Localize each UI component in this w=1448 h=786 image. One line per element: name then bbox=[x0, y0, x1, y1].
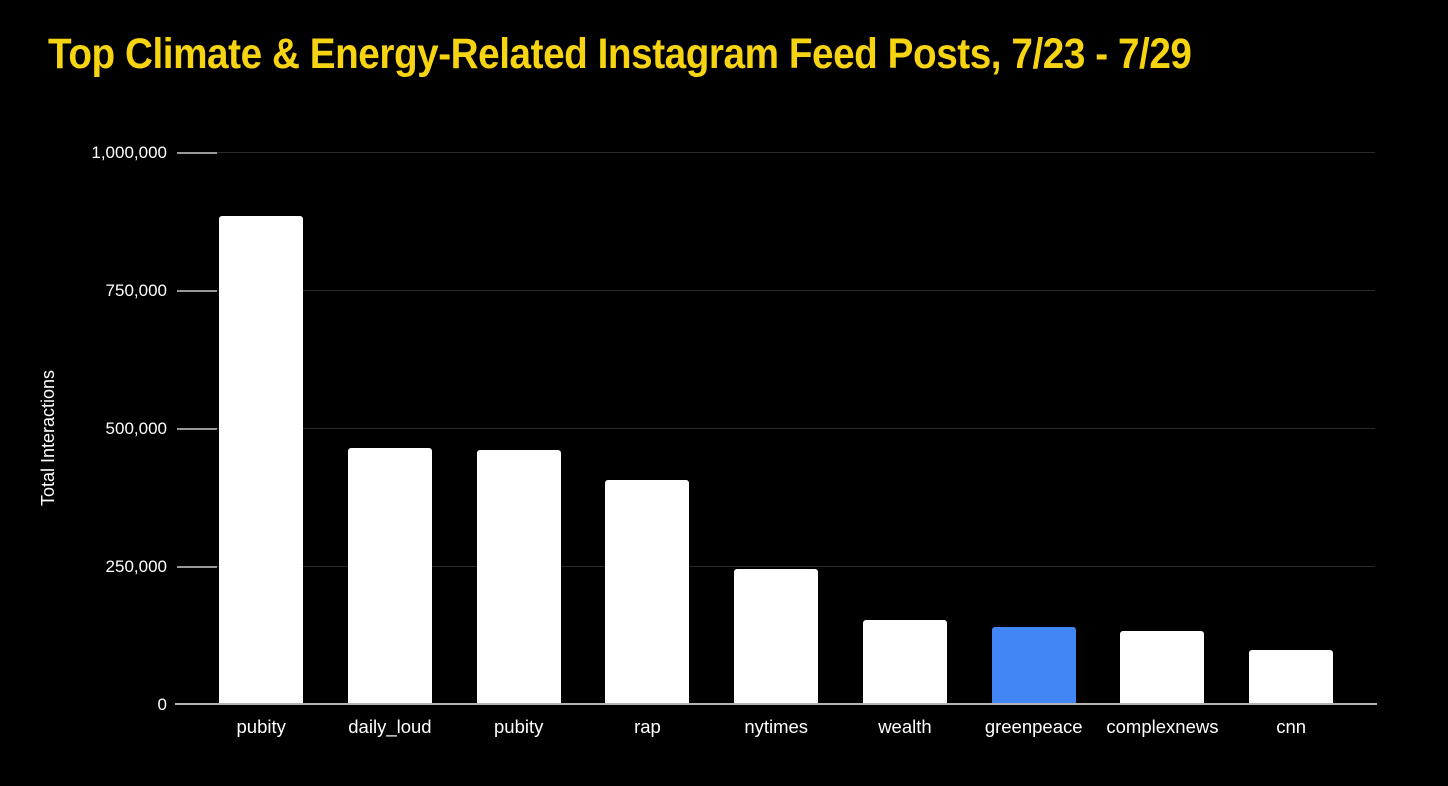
bar-pubity bbox=[476, 449, 561, 704]
gridline bbox=[177, 428, 1375, 429]
gridline bbox=[177, 152, 1375, 153]
x-tick-label: nytimes bbox=[744, 716, 809, 737]
x-tick-label: complexnews bbox=[1106, 716, 1219, 737]
x-tick-label: daily_loud bbox=[348, 716, 432, 737]
x-tick-label: wealth bbox=[878, 716, 932, 737]
y-tick-mark bbox=[177, 427, 217, 430]
x-tick-label: cnn bbox=[1276, 716, 1307, 737]
y-tick-label: 1,000,000 bbox=[91, 142, 167, 162]
bar-nytimes bbox=[734, 569, 819, 704]
plot-area: 0 250,000 500,000 750,000 1,000,000 pubity dai… bbox=[91, 143, 1377, 737]
y-tick-mark bbox=[177, 565, 217, 568]
bar-daily_loud bbox=[347, 448, 432, 704]
y-tick-label: 500,000 bbox=[105, 418, 167, 438]
y-tick-label: 0 bbox=[157, 694, 167, 714]
bar-cnn bbox=[1249, 649, 1334, 704]
bar-complexnews bbox=[1120, 630, 1205, 704]
bar-greenpeace bbox=[991, 627, 1076, 704]
x-axis-line bbox=[175, 703, 1377, 705]
bar-pubity bbox=[219, 216, 304, 704]
y-tick-label: 750,000 bbox=[105, 280, 167, 300]
y-tick-label: 250,000 bbox=[105, 556, 167, 576]
chart-title: Top Climate & Energy-Related Instagram F… bbox=[48, 30, 1192, 78]
x-tick-label: rap bbox=[634, 716, 661, 737]
bar-rap bbox=[605, 480, 690, 704]
y-tick-mark bbox=[177, 151, 217, 154]
gridline bbox=[177, 290, 1375, 291]
x-tick-label: greenpeace bbox=[984, 716, 1083, 737]
gridline bbox=[177, 566, 1375, 567]
x-tick-label: pubity bbox=[494, 716, 544, 737]
bar-wealth bbox=[862, 620, 947, 704]
x-tick-label: pubity bbox=[236, 716, 286, 737]
y-tick-mark bbox=[177, 289, 217, 292]
